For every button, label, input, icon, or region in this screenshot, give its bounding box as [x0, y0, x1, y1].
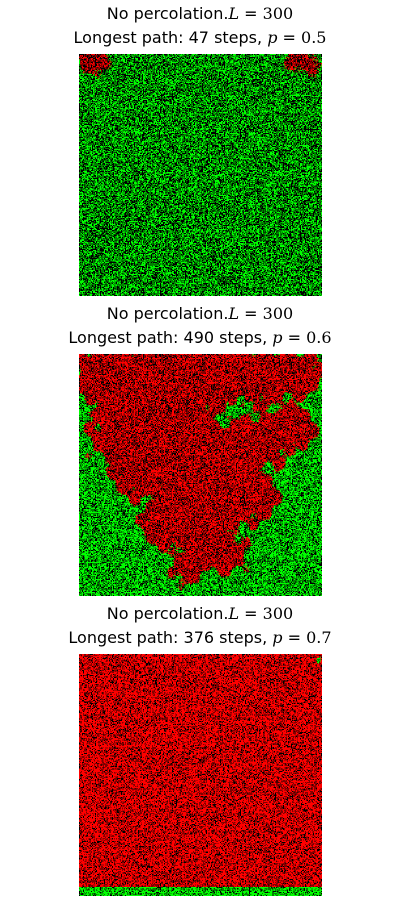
panel-title-line2: Longest path: 47 steps, p = 0.5 — [0, 26, 400, 50]
title-equals: = — [239, 304, 263, 323]
lattice-heatmap — [79, 54, 322, 296]
title-longest-path: Longest path: 490 steps, — [68, 328, 273, 347]
panel-p-0-6: No percolation.L = 300 Longest path: 490… — [0, 300, 400, 600]
panel-title-line1: No percolation.L = 300 — [0, 302, 400, 326]
title-equals: = — [239, 604, 263, 623]
title-longest-path: Longest path: 47 steps, — [73, 28, 268, 47]
title-equals: = — [282, 628, 307, 647]
panel-p-0-5: No percolation.L = 300 Longest path: 47 … — [0, 0, 400, 300]
title-equals: = — [239, 4, 263, 23]
lattice-heatmap — [79, 354, 322, 596]
title-var-p: p — [272, 628, 283, 647]
title-prefix: No percolation. — [106, 604, 229, 623]
lattice-heatmap — [79, 654, 322, 896]
title-p-value: 0.7 — [306, 628, 332, 647]
title-L-value: 300 — [262, 604, 294, 623]
title-var-p: p — [272, 328, 283, 347]
title-var-p: p — [267, 28, 278, 47]
title-var-L: L — [228, 604, 240, 623]
panel-p-0-7: No percolation.L = 300 Longest path: 376… — [0, 600, 400, 900]
title-equals: = — [282, 328, 307, 347]
title-prefix: No percolation. — [106, 304, 229, 323]
panel-title-line1: No percolation.L = 300 — [0, 602, 400, 626]
title-p-value: 0.5 — [301, 28, 327, 47]
title-prefix: No percolation. — [106, 4, 229, 23]
title-longest-path: Longest path: 376 steps, — [68, 628, 273, 647]
title-p-value: 0.6 — [306, 328, 332, 347]
panel-title-line2: Longest path: 490 steps, p = 0.6 — [0, 326, 400, 350]
panel-title-line1: No percolation.L = 300 — [0, 2, 400, 26]
panel-title-line2: Longest path: 376 steps, p = 0.7 — [0, 626, 400, 650]
title-var-L: L — [228, 304, 240, 323]
title-L-value: 300 — [262, 304, 294, 323]
title-var-L: L — [228, 4, 240, 23]
title-equals: = — [277, 28, 302, 47]
title-L-value: 300 — [262, 4, 294, 23]
